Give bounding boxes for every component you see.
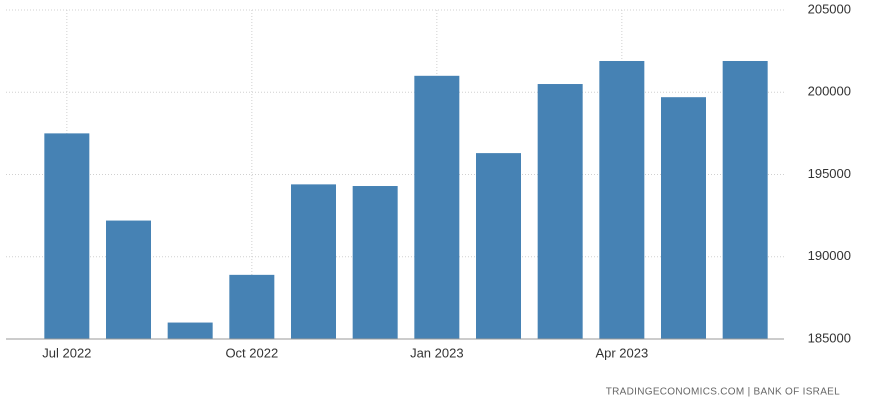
bar [167,322,213,339]
x-tick-label: Oct 2022 [225,345,278,360]
y-tick-label: 185000 [808,330,851,345]
y-tick-label: 190000 [808,248,851,263]
bar [229,274,275,339]
bar [537,84,583,340]
y-tick-label: 195000 [808,166,851,181]
bar [722,60,768,340]
x-tick-label: Jan 2023 [410,345,464,360]
bar [44,133,90,339]
bar [476,153,521,339]
bar [291,184,336,339]
y-tick-label: 205000 [808,1,851,16]
source: TRADINGECONOMICS.COM | BANK OF ISRAEL [606,387,840,398]
bar [599,60,645,340]
bar [352,186,398,339]
x-tick-label: Apr 2023 [595,345,648,360]
bar [106,220,151,339]
x-tick-label: Jul 2022 [42,345,91,360]
bar [414,75,460,340]
y-tick-label: 200000 [808,84,851,99]
bar [661,97,706,339]
